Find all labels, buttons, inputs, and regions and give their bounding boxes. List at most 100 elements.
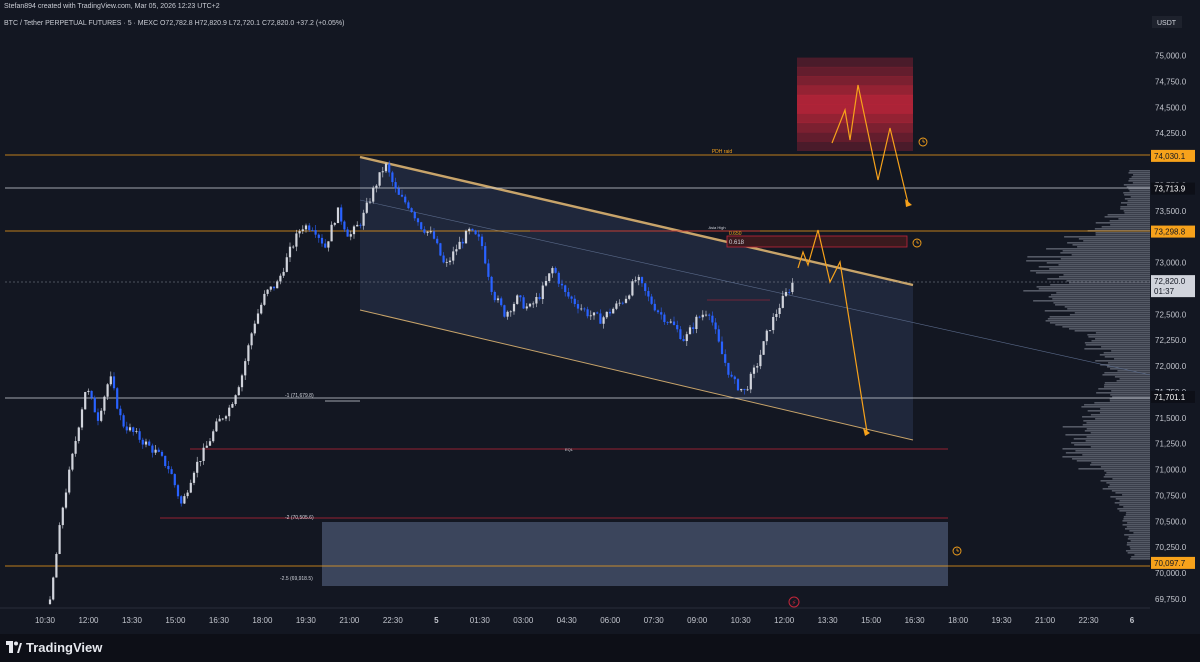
volume-profile-bar [1087,410,1150,412]
candle-body [768,330,772,331]
volume-profile-bar [1038,266,1150,268]
candle-body [368,201,372,203]
candle-body [388,163,391,173]
volume-profile-bar [1076,460,1150,462]
currency-badge[interactable] [1152,16,1182,28]
volume-profile-bar [1100,480,1150,482]
price-tick-label: 75,000.0 [1155,52,1187,61]
candle-body [784,292,788,296]
candle-body [496,298,500,301]
premium-zone-band [797,94,913,105]
volume-profile-bar [1129,170,1150,172]
volume-profile-bar [1026,260,1150,262]
candle-body [375,185,378,188]
volume-profile-bar [1062,456,1150,458]
candle-body [522,297,525,309]
volume-profile-bar [1064,236,1150,238]
candle-body [781,295,784,308]
premium-zone-band [797,76,913,86]
candle-body [272,286,276,289]
volume-profile-bar [1101,226,1150,228]
price-axis[interactable] [1150,0,1200,608]
candle-body [541,285,544,300]
candle-body [394,182,397,189]
candle-body [365,202,368,213]
volume-profile-bar [1120,208,1150,210]
candle-body [567,292,570,297]
price-tick-label: 72,000.0 [1155,362,1187,371]
volume-profile-bar [1058,264,1150,266]
volume-profile-bar [1086,422,1150,424]
candle-body [176,485,180,497]
volume-profile-bar [1104,470,1150,472]
price-tick-label: 74,500.0 [1155,103,1187,112]
volume-profile-bar [1068,282,1150,284]
volume-profile-bar [1123,518,1150,520]
volume-profile-bar [1118,218,1150,220]
price-tick-label: 70,500.0 [1155,517,1187,526]
price-tick-label: 72,250.0 [1155,336,1187,345]
session-break-icon[interactable]: ⚡ [788,596,800,608]
candle-body [695,316,698,330]
tradingview-brand[interactable]: TradingView [26,640,103,655]
time-tick-label: 16:30 [209,616,230,625]
volume-profile-bar [1129,190,1150,192]
candle-body [74,441,77,454]
alert-clock-icon[interactable] [952,546,962,556]
candle-body [189,482,192,493]
volume-profile-bar [1129,546,1150,548]
candle-body [756,366,759,368]
volume-profile-bar [1126,512,1150,514]
volume-profile-bar [1126,186,1150,188]
price-tick-label: 71,500.0 [1155,414,1187,423]
candle-body [644,283,647,292]
time-tick-label: 06:00 [600,616,621,625]
asia-high-label: Asia High [708,225,725,230]
volume-profile-bar [1122,520,1150,522]
candle-body [250,333,253,346]
candle-body [413,212,416,219]
time-axis[interactable]: 10:30 12:00 13:30 15:00 16:30 18:00 19:30 21:00… [35,616,1135,625]
candle-body [164,455,167,466]
volume-profile-bar [1114,502,1150,504]
candle-body [231,403,234,408]
volume-profile-bar [1033,300,1150,302]
volume-profile-bar [1099,412,1150,414]
volume-profile-bar [1126,526,1150,528]
tradingview-logo-icon[interactable] [6,641,22,653]
price-label-countdown: 01:37 [1154,287,1175,296]
volume-profile-bar [1049,322,1150,324]
candle-body [314,230,317,235]
time-tick-label: 10:30 [35,616,56,625]
candle-body [125,426,128,431]
volume-profile-bar [1123,506,1150,508]
candle-body [420,222,423,230]
candle-body [311,230,314,231]
volume-profile-bar [1120,202,1150,204]
candle-body [788,292,791,293]
candle-body [391,172,394,183]
premium-zone-band [797,66,913,77]
candle-body [128,427,132,431]
price-label-bg [1151,556,1195,569]
candle-body [458,241,461,250]
candle-body [676,325,679,330]
candle-body [68,469,71,493]
volume-profile-bar [1063,274,1150,276]
volume-profile-bar [1055,304,1150,306]
volume-profile-bar [1045,320,1150,322]
candle-body [52,577,55,600]
candle-body [500,298,503,306]
volume-profile-bar [1127,552,1150,554]
volume-profile-bar [1067,242,1150,244]
volume-profile-bar [1124,534,1150,536]
volume-profile-bar [1075,450,1150,452]
alert-clock-icon[interactable] [918,137,928,147]
volume-profile-bar [1128,536,1150,538]
alert-clock-icon[interactable] [912,238,922,248]
candle-body [461,241,464,244]
volume-profile-bar [1083,420,1150,422]
volume-profile-bar [1104,474,1150,476]
candle-body [775,313,778,317]
